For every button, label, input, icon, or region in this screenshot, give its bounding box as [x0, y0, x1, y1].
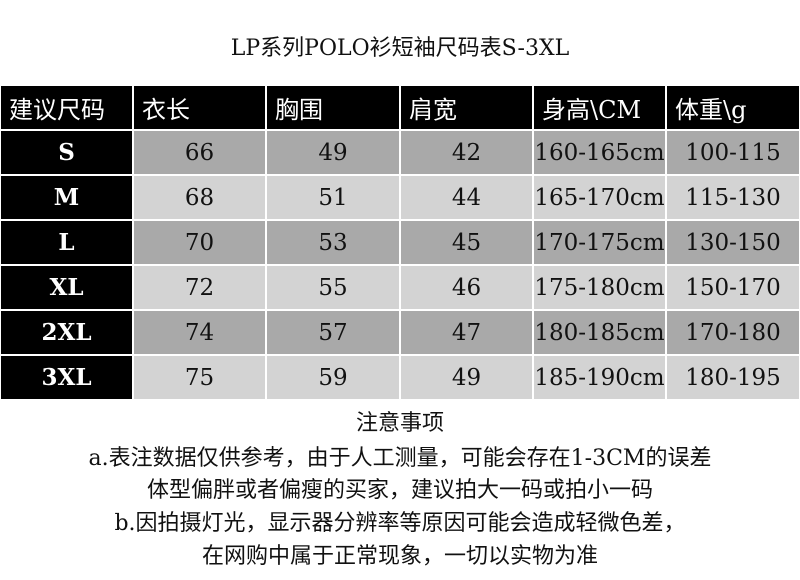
data-cell: 75: [133, 355, 266, 400]
data-cell: 59: [266, 355, 400, 400]
note-line: 在网购中属于正常现象，一切以实物为准: [201, 544, 598, 569]
data-cell: 180-195: [666, 355, 800, 400]
size-cell: M: [0, 175, 133, 220]
data-cell: 115-130: [666, 175, 800, 220]
data-cell: 100-115: [666, 130, 800, 175]
data-cell: 70: [133, 220, 266, 265]
data-cell: 185-190cm: [533, 355, 666, 400]
data-cell: 170-175cm: [533, 220, 666, 265]
header-cell: 身高\CM: [533, 85, 666, 130]
data-cell: 175-180cm: [533, 265, 666, 310]
data-cell: 44: [400, 175, 533, 220]
note-line: b.因拍摄灯光，显示器分辨率等原因可能会造成轻微色差，: [114, 511, 686, 536]
data-cell: 160-165cm: [533, 130, 666, 175]
data-cell: 49: [400, 355, 533, 400]
data-cell: 55: [266, 265, 400, 310]
data-cell: 45: [400, 220, 533, 265]
notes-title: 注意事项: [355, 411, 444, 436]
data-cell: 49: [266, 130, 400, 175]
data-cell: 46: [400, 265, 533, 310]
size-cell: 3XL: [0, 355, 133, 400]
header-cell: 建议尺码: [0, 85, 133, 130]
size-cell: L: [0, 220, 133, 265]
note-line: 体型偏胖或者偏瘦的买家，建议拍大一码或拍小一码: [146, 478, 653, 503]
data-cell: 180-185cm: [533, 310, 666, 355]
header-cell: 胸围: [266, 85, 400, 130]
data-cell: 170-180: [666, 310, 800, 355]
data-cell: 66: [133, 130, 266, 175]
data-cell: 47: [400, 310, 533, 355]
header-cell: 衣长: [133, 85, 266, 130]
header-cell: 体重\g: [666, 85, 800, 130]
size-cell: S: [0, 130, 133, 175]
data-cell: 57: [266, 310, 400, 355]
data-cell: 74: [133, 310, 266, 355]
data-cell: 53: [266, 220, 400, 265]
title: LP系列POLO衫短袖尺码表S-3XL: [230, 36, 570, 61]
data-cell: 165-170cm: [533, 175, 666, 220]
data-cell: 72: [133, 265, 266, 310]
data-cell: 150-170: [666, 265, 800, 310]
data-cell: 68: [133, 175, 266, 220]
note-line: a.表注数据仅供参考，由于人工测量，可能会存在1-3CM的误差: [88, 446, 712, 471]
data-cell: 130-150: [666, 220, 800, 265]
data-cell: 42: [400, 130, 533, 175]
size-cell: 2XL: [0, 310, 133, 355]
header-cell: 肩宽: [400, 85, 533, 130]
data-cell: 51: [266, 175, 400, 220]
size-cell: XL: [0, 265, 133, 310]
